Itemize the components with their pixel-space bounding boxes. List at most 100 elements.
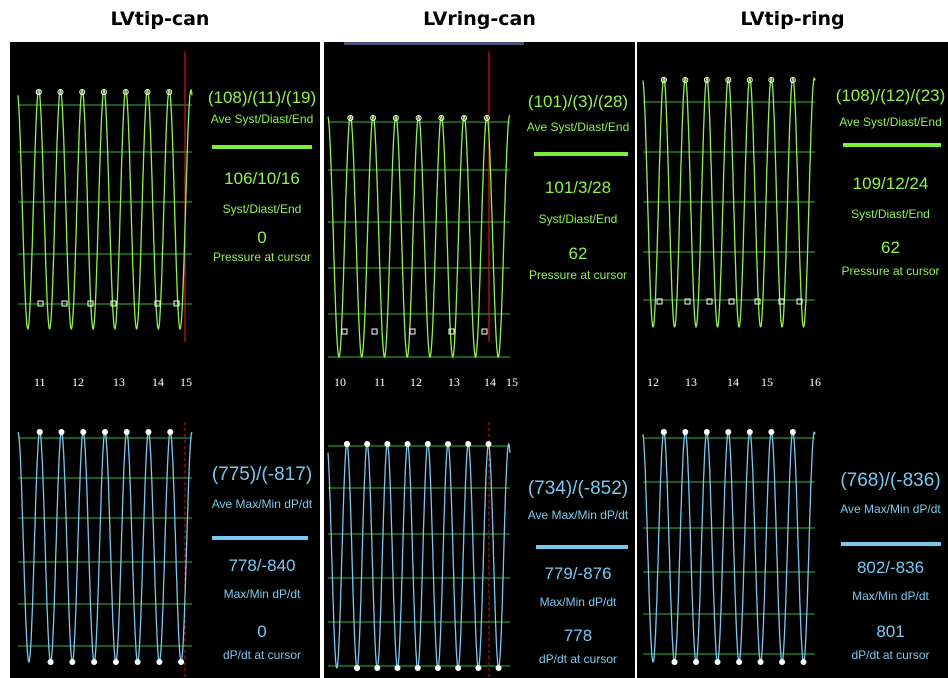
- dpdt-min-marker: [91, 659, 98, 665]
- time-tick-label: 12: [647, 375, 659, 389]
- dpdt-min-marker: [374, 665, 381, 671]
- pressure-peak-marker: [35, 89, 42, 95]
- pressure-peak-marker: [144, 89, 151, 95]
- pressure-end-marker: [37, 300, 44, 307]
- pressure-end-marker: [728, 298, 735, 305]
- dpdt-max-marker: [36, 429, 43, 435]
- dpdt-min-marker: [757, 659, 764, 665]
- pressure-value: 106/10/16: [224, 169, 300, 188]
- ave-pressure-value: (101)/(3)/(28): [527, 92, 629, 111]
- dpdt-max-marker: [424, 441, 431, 447]
- pressure-end-marker: [87, 300, 94, 307]
- pressure-cursor-value: 62: [568, 244, 588, 263]
- pressure-peak-marker: [415, 115, 422, 121]
- pressure-end-marker: [481, 328, 488, 335]
- pressure-peak-marker: [79, 89, 86, 95]
- pressure-peak-marker: [768, 77, 775, 83]
- dpdt-min-marker: [354, 665, 361, 671]
- pressure-series-line: [642, 77, 816, 328]
- waveform-canvas: 11 12 13 14 15: [17, 52, 193, 678]
- dpdt-separator: [536, 545, 628, 549]
- dpdt-max-marker: [485, 441, 492, 447]
- pressure-peak-marker: [100, 89, 107, 95]
- pressure-separator: [212, 145, 312, 149]
- dpdt-max-marker: [465, 441, 472, 447]
- pressure-peak-marker: [703, 77, 710, 83]
- waveform-canvas: 10 11 12 13 14 15: [327, 52, 518, 678]
- dpdt-max-marker: [102, 429, 108, 435]
- time-tick-label: 13: [113, 375, 125, 389]
- pressure-end-marker: [341, 328, 348, 335]
- dpdt-max-marker: [703, 429, 710, 435]
- dpdt-series-line: [17, 430, 193, 664]
- pressure-peak-marker: [370, 115, 377, 121]
- ave-pressure-value: (108)/(11)/(19): [207, 88, 317, 107]
- dpdt-cursor-label: dP/dt at cursor: [222, 648, 302, 662]
- ave-pressure-value: (108)/(12)/(23): [835, 86, 946, 105]
- dpdt-max-marker: [660, 429, 667, 435]
- panel-title-lvtip-can: LVtip-can: [110, 8, 210, 30]
- pressure-end-marker: [409, 328, 416, 335]
- pressure-end-marker: [684, 298, 691, 305]
- pressure-peak-marker: [725, 77, 732, 83]
- dpdt-separator: [212, 536, 308, 540]
- time-tick-label: 11: [34, 375, 46, 389]
- dpdt-max-marker: [682, 429, 689, 435]
- pressure-peak-marker: [483, 115, 490, 121]
- dpdt-cursor-value: 801: [876, 622, 905, 641]
- dpdt-separator: [841, 542, 941, 546]
- pressure-cursor-value: 62: [881, 238, 900, 257]
- pressure-separator: [534, 152, 628, 156]
- dpdt-min-marker: [779, 659, 786, 665]
- dpdt-max-marker: [725, 429, 732, 435]
- dpdt-min-marker: [455, 665, 462, 671]
- ave-dpdt-value: (768)/(-836): [840, 470, 941, 491]
- pressure-end-marker: [371, 328, 378, 335]
- dpdt-max-marker: [80, 429, 87, 435]
- ave-dpdt-label: Ave Max/Min dP/dt: [840, 502, 941, 516]
- monitor-panel-lvtip-ring: 12 13 14 15 16 (108)/(12)/(23) Ave Syst/Dias…: [637, 42, 948, 678]
- pressure-end-marker: [61, 300, 68, 307]
- pressure-series-line: [327, 114, 511, 359]
- dpdt-max-marker: [445, 441, 452, 447]
- pressure-cursor-value: 0: [257, 228, 267, 247]
- monitor-panel-lvtip-can: 11 12 13 14 15 (108)/(11)/(19) Ave Syst/Dias…: [10, 42, 320, 678]
- dpdt-max-marker: [145, 429, 152, 435]
- ave-pressure-label: Ave Syst/Diast/End: [210, 112, 314, 126]
- dpdt-min-marker: [414, 665, 421, 671]
- dpdt-value-label: Max/Min dP/dt: [852, 589, 929, 603]
- pressure-peak-marker: [789, 77, 796, 83]
- time-tick-label: 16: [809, 375, 821, 389]
- dpdt-min-marker: [47, 659, 54, 665]
- dpdt-cursor-label: dP/dt at cursor: [851, 648, 930, 662]
- pressure-peak-marker: [392, 115, 399, 121]
- dpdt-max-marker: [58, 429, 65, 435]
- dpdt-value-label: Max/Min dP/dt: [223, 587, 301, 601]
- dpdt-value: 778/-840: [228, 556, 296, 575]
- time-tick-label: 12: [72, 375, 84, 389]
- pressure-end-marker: [778, 298, 785, 305]
- waveform-canvas: 12 13 14 15 16: [642, 77, 821, 665]
- ave-dpdt-value: (734)/(-852): [527, 478, 629, 499]
- pressure-end-marker: [448, 328, 455, 335]
- pressure-separator: [843, 143, 941, 147]
- dpdt-min-marker: [134, 659, 141, 665]
- pressure-end-marker: [796, 298, 803, 305]
- pressure-end-marker: [706, 298, 713, 305]
- pressure-cursor-label: Pressure at cursor: [841, 264, 940, 278]
- time-tick-label: 14: [152, 375, 164, 389]
- ave-dpdt-label: Ave Max/Min dP/dt: [211, 497, 313, 511]
- dpdt-min-marker: [178, 659, 185, 665]
- dpdt-min-marker: [69, 659, 76, 665]
- dpdt-value: 779/-876: [544, 564, 612, 583]
- dpdt-cursor-value: 778: [563, 626, 593, 645]
- dpdt-max-marker: [123, 429, 130, 435]
- pressure-peak-marker: [166, 89, 173, 95]
- dpdt-min-marker: [495, 665, 502, 671]
- panel-title-lvtip-ring: LVtip-ring: [740, 8, 845, 30]
- time-tick-label: 15: [506, 375, 518, 389]
- ave-dpdt-value: (775)/(-817): [211, 464, 313, 485]
- top-status-bar: [344, 42, 524, 45]
- pressure-value-label: Syst/Diast/End: [222, 202, 302, 216]
- dpdt-series-line: [642, 431, 816, 663]
